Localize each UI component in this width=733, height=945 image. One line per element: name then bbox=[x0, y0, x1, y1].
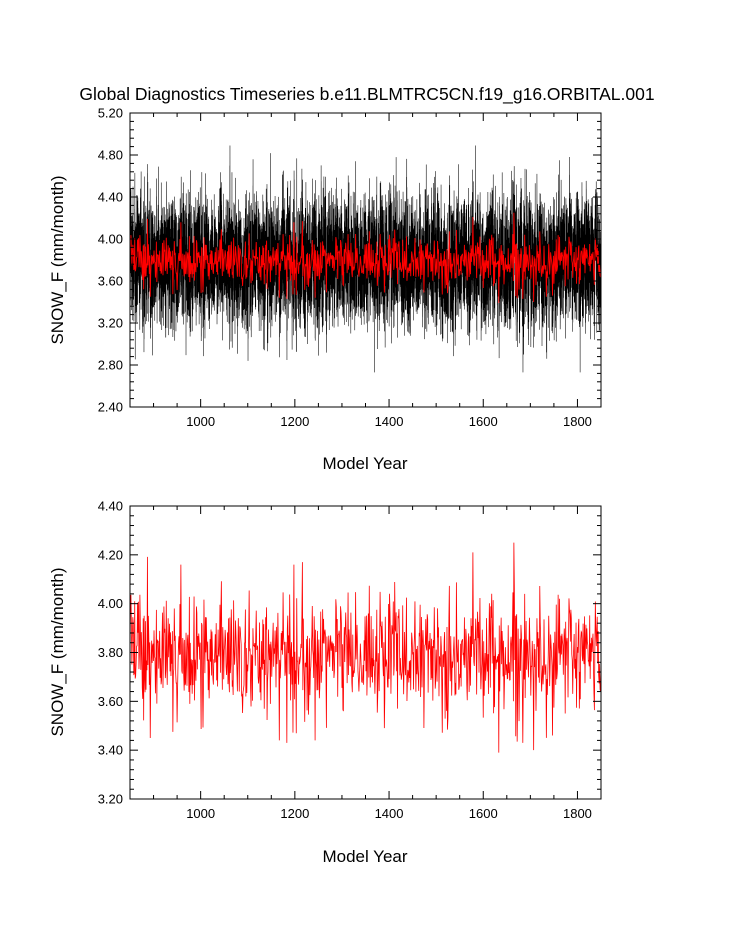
y-tick-label: 4.20 bbox=[98, 547, 123, 562]
x-tick-label: 1600 bbox=[469, 806, 498, 821]
bottom-tick-labels: 1000 1200 1400 1600 1800 3.20 3.40 3.60 3.80 4.00… bbox=[98, 499, 592, 822]
bottom-panel: 1000 1200 1400 1600 1800 3.20 3.40 3.60 3.80 4.00… bbox=[48, 499, 602, 866]
y-tick-label: 3.40 bbox=[98, 743, 123, 758]
bottom-xlabel: Model Year bbox=[322, 847, 407, 866]
y-tick-label: 2.40 bbox=[98, 400, 123, 415]
bottom-red-series bbox=[130, 542, 601, 753]
top-xlabel: Model Year bbox=[322, 454, 407, 473]
y-tick-label: 4.40 bbox=[98, 499, 123, 514]
top-ticks bbox=[130, 112, 602, 408]
y-tick-label: 4.00 bbox=[98, 232, 123, 247]
x-tick-label: 1800 bbox=[563, 414, 592, 429]
y-tick-label: 3.60 bbox=[98, 694, 123, 709]
y-tick-label: 5.20 bbox=[98, 106, 123, 121]
y-tick-label: 3.60 bbox=[98, 274, 123, 289]
y-tick-label: 2.80 bbox=[98, 358, 123, 373]
top-tick-labels: 1000 1200 1400 1600 1800 2.40 2.80 3.20 3.60 4.00… bbox=[98, 106, 592, 430]
x-tick-label: 1000 bbox=[186, 806, 215, 821]
x-tick-label: 1200 bbox=[280, 414, 309, 429]
bottom-ylabel: SNOW_F (mm/month) bbox=[48, 567, 67, 736]
x-tick-label: 1000 bbox=[186, 414, 215, 429]
annual-series-line bbox=[130, 542, 601, 753]
y-tick-label: 4.00 bbox=[98, 596, 123, 611]
top-ylabel: SNOW_F (mm/month) bbox=[48, 175, 67, 344]
x-tick-label: 1400 bbox=[375, 806, 404, 821]
y-tick-label: 3.20 bbox=[98, 792, 123, 807]
y-tick-label: 3.80 bbox=[98, 645, 123, 660]
x-tick-label: 1400 bbox=[375, 414, 404, 429]
x-tick-label: 1200 bbox=[280, 806, 309, 821]
x-tick-label: 1800 bbox=[563, 806, 592, 821]
bottom-ticks bbox=[130, 505, 602, 800]
top-panel: 1000 1200 1400 1600 1800 2.40 2.80 3.20 3.60 4.00… bbox=[48, 106, 602, 473]
y-tick-label: 4.80 bbox=[98, 148, 123, 163]
annual-series-line bbox=[130, 212, 601, 304]
x-tick-label: 1600 bbox=[469, 414, 498, 429]
top-red-series bbox=[130, 212, 601, 304]
chart-title: Global Diagnostics Timeseries b.e11.BLMT… bbox=[79, 84, 654, 105]
y-tick-label: 3.20 bbox=[98, 316, 123, 331]
y-tick-label: 4.40 bbox=[98, 190, 123, 205]
